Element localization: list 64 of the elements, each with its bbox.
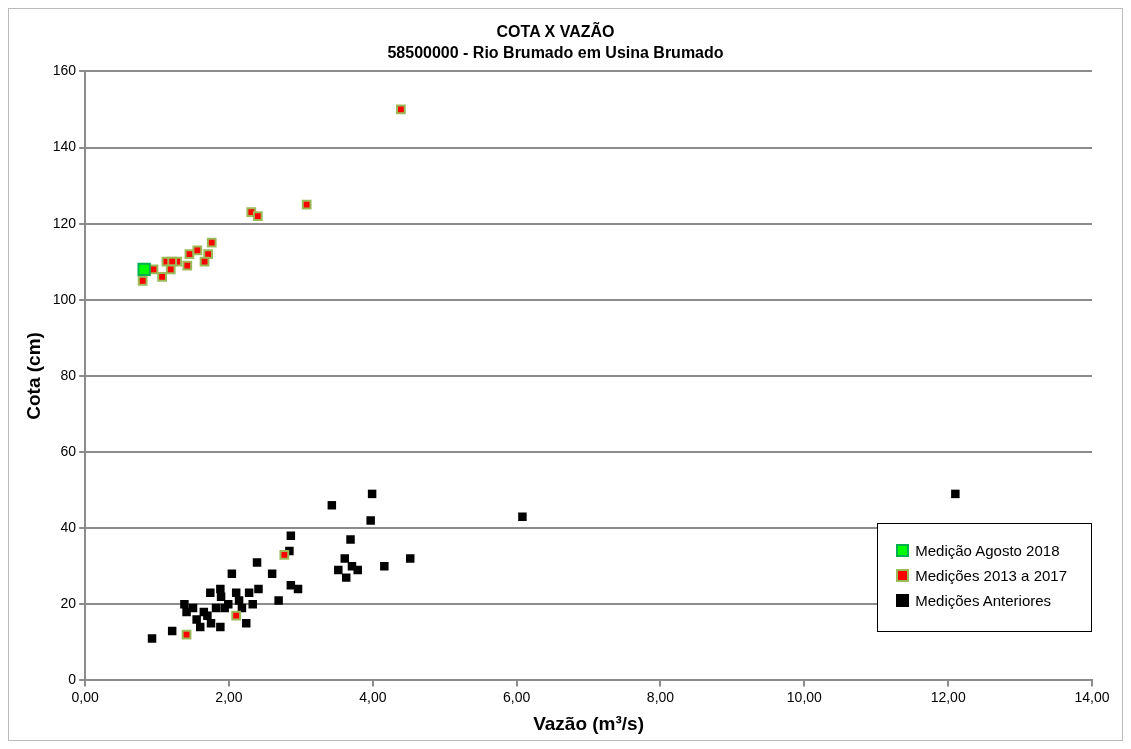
point	[199, 256, 210, 267]
point	[231, 610, 242, 621]
point	[346, 535, 355, 544]
point	[206, 588, 215, 598]
point	[181, 629, 192, 640]
point	[234, 596, 244, 605]
point	[518, 512, 527, 521]
x-axis-title: Vazão (m³/s)	[533, 712, 645, 734]
point	[224, 600, 233, 609]
point	[301, 199, 312, 210]
point	[242, 619, 251, 628]
point	[353, 565, 362, 575]
point	[180, 600, 189, 609]
point	[274, 596, 283, 605]
point	[279, 549, 290, 560]
point	[182, 260, 193, 271]
point	[252, 211, 263, 221]
x-tick-label: 6,00	[503, 688, 531, 705]
point	[192, 615, 201, 624]
point	[248, 600, 257, 609]
point	[951, 489, 960, 499]
x-tick-label: 4,00	[359, 688, 387, 705]
legend-label: Medições Anteriores	[915, 592, 1052, 609]
y-tick-label: 140	[52, 138, 77, 155]
point	[192, 245, 203, 256]
y-tick-label: 120	[52, 214, 77, 231]
y-tick-label: 160	[52, 62, 77, 79]
point	[206, 237, 217, 248]
y-axis-title: Cota (cm)	[22, 332, 44, 420]
point	[216, 592, 226, 601]
x-tick-label: 10,00	[786, 688, 823, 705]
point	[157, 272, 167, 282]
chart-title: COTA X VAZÃO	[496, 21, 615, 41]
point	[137, 275, 148, 286]
point	[203, 249, 214, 259]
point	[137, 262, 151, 276]
y-tick-label: 0	[68, 671, 77, 688]
x-tick-label: 2,00	[215, 688, 243, 705]
point	[334, 565, 343, 575]
point	[327, 501, 337, 510]
x-tick-label: 14,00	[1074, 688, 1110, 705]
legend-label: Medição Agosto 2018	[915, 542, 1060, 559]
y-tick-label: 100	[52, 290, 77, 307]
point	[340, 554, 350, 563]
x-tick-label: 0,00	[71, 688, 99, 705]
point	[252, 558, 262, 567]
legend-label: Medições 2013 a 2017	[915, 567, 1067, 584]
point	[395, 104, 406, 115]
point	[216, 622, 225, 632]
y-tick-label: 60	[60, 442, 77, 459]
x-tick-label: 8,00	[646, 688, 675, 705]
point	[147, 634, 157, 643]
point	[206, 619, 216, 628]
point	[405, 554, 415, 563]
point	[380, 561, 389, 571]
point	[341, 573, 351, 582]
point	[366, 516, 375, 525]
point	[254, 584, 263, 594]
y-tick-label: 20	[60, 595, 77, 612]
chart-subtitle: 58500000 - Rio Brumado em Usina Brumado	[387, 44, 724, 62]
y-tick-label: 80	[60, 366, 77, 383]
y-tick-label: 40	[60, 519, 77, 536]
point	[165, 264, 176, 275]
x-tick-label: 12,00	[930, 688, 966, 705]
